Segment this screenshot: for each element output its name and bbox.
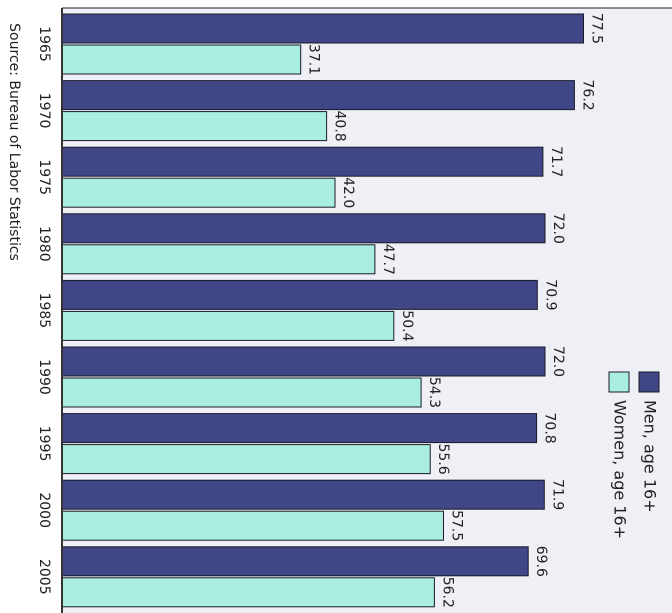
bar <box>61 546 529 577</box>
bar <box>61 80 575 111</box>
value-label: 69.6 <box>533 546 549 577</box>
value-label: 70.8 <box>542 413 558 444</box>
category-label: 1995 <box>36 426 52 462</box>
bar <box>61 44 302 75</box>
category-label: 1985 <box>36 293 52 329</box>
value-label: 37.1 <box>306 44 322 75</box>
value-label: 71.7 <box>548 146 564 177</box>
value-label: 50.4 <box>399 310 415 341</box>
value-label: 42.0 <box>340 177 356 208</box>
bar <box>61 479 545 510</box>
value-label: 40.8 <box>332 111 348 142</box>
bar <box>61 413 538 444</box>
bar <box>61 279 538 310</box>
value-label: 72.0 <box>550 213 566 244</box>
category-label: 1970 <box>36 93 52 129</box>
bar <box>61 377 422 408</box>
category-label: 1990 <box>36 359 52 395</box>
category-label: 1965 <box>36 26 52 62</box>
value-label: 54.3 <box>426 377 442 408</box>
bar <box>61 244 376 275</box>
value-label: 77.5 <box>589 13 605 44</box>
bar <box>61 510 444 541</box>
bar <box>61 310 395 341</box>
legend-swatch <box>638 371 660 393</box>
bar <box>61 177 336 208</box>
bar <box>61 213 546 244</box>
value-label: 56.2 <box>439 577 455 608</box>
source: Source: Bureau of Labor Statistics <box>6 23 22 261</box>
bar <box>61 146 544 177</box>
legend-label: Women, age 16+ <box>611 400 630 539</box>
category-label: 2005 <box>36 559 52 595</box>
bar <box>61 13 584 44</box>
bar <box>61 444 431 475</box>
bar <box>61 346 546 377</box>
bar <box>61 577 435 608</box>
category-label: 2000 <box>36 492 52 528</box>
legend-label: Men, age 16+ <box>641 400 660 513</box>
value-label: 72.0 <box>550 346 566 377</box>
bar <box>61 111 328 142</box>
value-label: 71.9 <box>549 479 565 510</box>
value-label: 57.5 <box>449 510 465 541</box>
legend-swatch <box>608 371 630 393</box>
category-label: 1975 <box>36 159 52 195</box>
value-label: 47.7 <box>380 244 396 275</box>
value-label: 55.6 <box>435 444 451 475</box>
category-label: 1980 <box>36 226 52 262</box>
value-label: 76.2 <box>579 80 595 111</box>
value-label: 70.9 <box>542 279 558 310</box>
